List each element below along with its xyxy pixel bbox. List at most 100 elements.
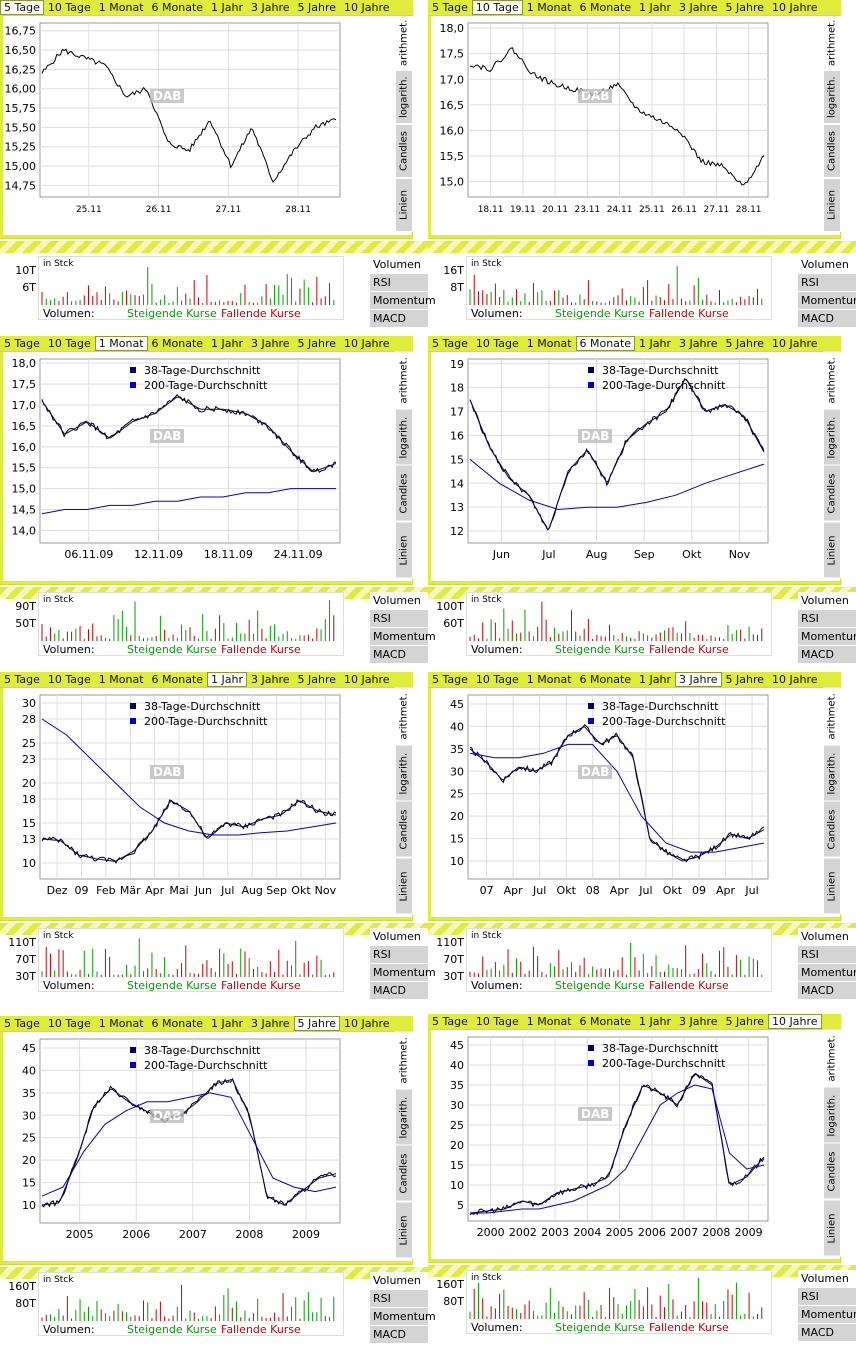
indicator-macd[interactable]: MACD (798, 1324, 856, 1342)
indicator-volumen[interactable]: Volumen (798, 1270, 856, 1288)
scale-button-linien[interactable]: Linien (395, 178, 413, 232)
scale-button-candles[interactable]: Candles (395, 1145, 413, 1202)
tab-6-monate[interactable]: 6 Monate (575, 336, 636, 351)
tab-10-jahre[interactable]: 10 Jahre (344, 1, 390, 14)
indicator-momentum[interactable]: Momentum (370, 1308, 436, 1326)
tab-10-jahre[interactable]: 10 Jahre (772, 337, 818, 350)
tab-1-monat[interactable]: 1 Monat (94, 336, 148, 351)
tab-1-jahr[interactable]: 1 Jahr (639, 1015, 672, 1028)
tab-1-jahr[interactable]: 1 Jahr (639, 337, 672, 350)
indicator-macd[interactable]: MACD (370, 1326, 428, 1344)
tab-10-jahre[interactable]: 10 Jahre (772, 673, 818, 686)
tab-3-jahre[interactable]: 3 Jahre (675, 672, 722, 687)
tab-5-tage[interactable]: 5 Tage (432, 1, 468, 14)
tab-10-tage[interactable]: 10 Tage (475, 1015, 519, 1028)
scale-button-arithmet[interactable]: arithmet. (395, 688, 413, 745)
tab-3-jahre[interactable]: 3 Jahre (251, 1, 290, 14)
scale-button-candles[interactable]: Candles (823, 1143, 841, 1200)
indicator-volumen[interactable]: Volumen (370, 592, 428, 610)
scale-button-linien[interactable]: Linien (395, 1201, 413, 1258)
tab-1-monat[interactable]: 1 Monat (98, 673, 144, 686)
scale-button-logarith[interactable]: logarith. (823, 744, 841, 801)
tab-10-jahre[interactable]: 10 Jahre (768, 1014, 822, 1029)
tab-3-jahre[interactable]: 3 Jahre (251, 1017, 290, 1030)
tab-1-jahr[interactable]: 1 Jahr (211, 1, 244, 14)
indicator-momentum[interactable]: Momentum (798, 1306, 856, 1324)
tab-6-monate[interactable]: 6 Monate (579, 1015, 632, 1028)
tab-5-jahre[interactable]: 5 Jahre (725, 337, 765, 350)
tab-3-jahre[interactable]: 3 Jahre (251, 673, 290, 686)
tab-6-monate[interactable]: 6 Monate (151, 673, 204, 686)
indicator-rsi[interactable]: RSI (370, 610, 428, 628)
tab-5-jahre[interactable]: 5 Jahre (297, 673, 337, 686)
scale-button-arithmet[interactable]: arithmet. (395, 352, 413, 409)
scale-button-linien[interactable]: Linien (395, 857, 413, 914)
indicator-macd[interactable]: MACD (798, 982, 856, 1000)
indicator-momentum[interactable]: Momentum (370, 628, 436, 646)
indicator-rsi[interactable]: RSI (370, 946, 428, 964)
indicator-momentum[interactable]: Momentum (370, 964, 436, 982)
tab-5-jahre[interactable]: 5 Jahre (293, 1016, 341, 1031)
indicator-rsi[interactable]: RSI (370, 1290, 428, 1308)
tab-3-jahre[interactable]: 3 Jahre (679, 1, 718, 14)
tab-6-monate[interactable]: 6 Monate (579, 673, 632, 686)
tab-10-jahre[interactable]: 10 Jahre (344, 337, 390, 350)
scale-button-arithmet[interactable]: arithmet. (395, 16, 413, 70)
scale-button-linien[interactable]: Linien (823, 857, 841, 914)
tab-1-jahr[interactable]: 1 Jahr (207, 672, 248, 687)
tab-10-jahre[interactable]: 10 Jahre (344, 1017, 390, 1030)
tab-10-tage[interactable]: 10 Tage (475, 337, 519, 350)
scale-button-logarith[interactable]: logarith. (395, 1088, 413, 1145)
tab-10-tage[interactable]: 10 Tage (47, 1, 91, 14)
scale-button-logarith[interactable]: logarith. (395, 70, 413, 124)
indicator-rsi[interactable]: RSI (370, 274, 428, 292)
scale-button-arithmet[interactable]: arithmet. (823, 1030, 841, 1087)
tab-10-tage[interactable]: 10 Tage (47, 1017, 91, 1030)
scale-button-candles[interactable]: Candles (395, 124, 413, 178)
indicator-macd[interactable]: MACD (798, 310, 856, 328)
tab-6-monate[interactable]: 6 Monate (579, 1, 632, 14)
tab-5-tage[interactable]: 5 Tage (4, 337, 40, 350)
scale-button-arithmet[interactable]: arithmet. (823, 16, 841, 70)
tab-5-jahre[interactable]: 5 Jahre (725, 673, 765, 686)
scale-button-logarith[interactable]: logarith. (823, 1086, 841, 1143)
tab-1-monat[interactable]: 1 Monat (526, 673, 572, 686)
tab-3-jahre[interactable]: 3 Jahre (679, 1015, 718, 1028)
indicator-rsi[interactable]: RSI (798, 274, 856, 292)
indicator-momentum[interactable]: Momentum (798, 964, 856, 982)
indicator-macd[interactable]: MACD (798, 646, 856, 664)
scale-button-candles[interactable]: Candles (395, 801, 413, 858)
scale-button-linien[interactable]: Linien (823, 1199, 841, 1256)
tab-1-monat[interactable]: 1 Monat (98, 1, 144, 14)
scale-button-candles[interactable]: Candles (395, 465, 413, 522)
indicator-momentum[interactable]: Momentum (798, 292, 856, 310)
tab-10-jahre[interactable]: 10 Jahre (344, 673, 390, 686)
tab-1-jahr[interactable]: 1 Jahr (211, 1017, 244, 1030)
tab-10-tage[interactable]: 10 Tage (471, 0, 523, 15)
tab-1-monat[interactable]: 1 Monat (526, 337, 572, 350)
tab-1-monat[interactable]: 1 Monat (526, 1015, 572, 1028)
tab-5-tage[interactable]: 5 Tage (4, 1017, 40, 1030)
scale-button-logarith[interactable]: logarith. (395, 744, 413, 801)
scale-button-linien[interactable]: Linien (395, 521, 413, 578)
tab-6-monate[interactable]: 6 Monate (151, 1017, 204, 1030)
tab-1-jahr[interactable]: 1 Jahr (639, 1, 672, 14)
tab-5-jahre[interactable]: 5 Jahre (725, 1, 765, 14)
scale-button-candles[interactable]: Candles (823, 124, 841, 178)
scale-button-candles[interactable]: Candles (823, 801, 841, 858)
tab-5-tage[interactable]: 5 Tage (4, 673, 40, 686)
tab-3-jahre[interactable]: 3 Jahre (251, 337, 290, 350)
tab-5-tage[interactable]: 5 Tage (0, 0, 44, 15)
indicator-volumen[interactable]: Volumen (798, 592, 856, 610)
tab-5-jahre[interactable]: 5 Jahre (297, 1, 337, 14)
scale-button-arithmet[interactable]: arithmet. (823, 352, 841, 409)
scale-button-linien[interactable]: Linien (823, 178, 841, 232)
tab-1-jahr[interactable]: 1 Jahr (639, 673, 672, 686)
indicator-volumen[interactable]: Volumen (370, 256, 428, 274)
scale-button-logarith[interactable]: logarith. (823, 70, 841, 124)
scale-button-arithmet[interactable]: arithmet. (823, 688, 841, 745)
tab-6-monate[interactable]: 6 Monate (151, 1, 204, 14)
indicator-momentum[interactable]: Momentum (798, 628, 856, 646)
tab-5-jahre[interactable]: 5 Jahre (297, 337, 337, 350)
tab-5-tage[interactable]: 5 Tage (432, 1015, 468, 1028)
